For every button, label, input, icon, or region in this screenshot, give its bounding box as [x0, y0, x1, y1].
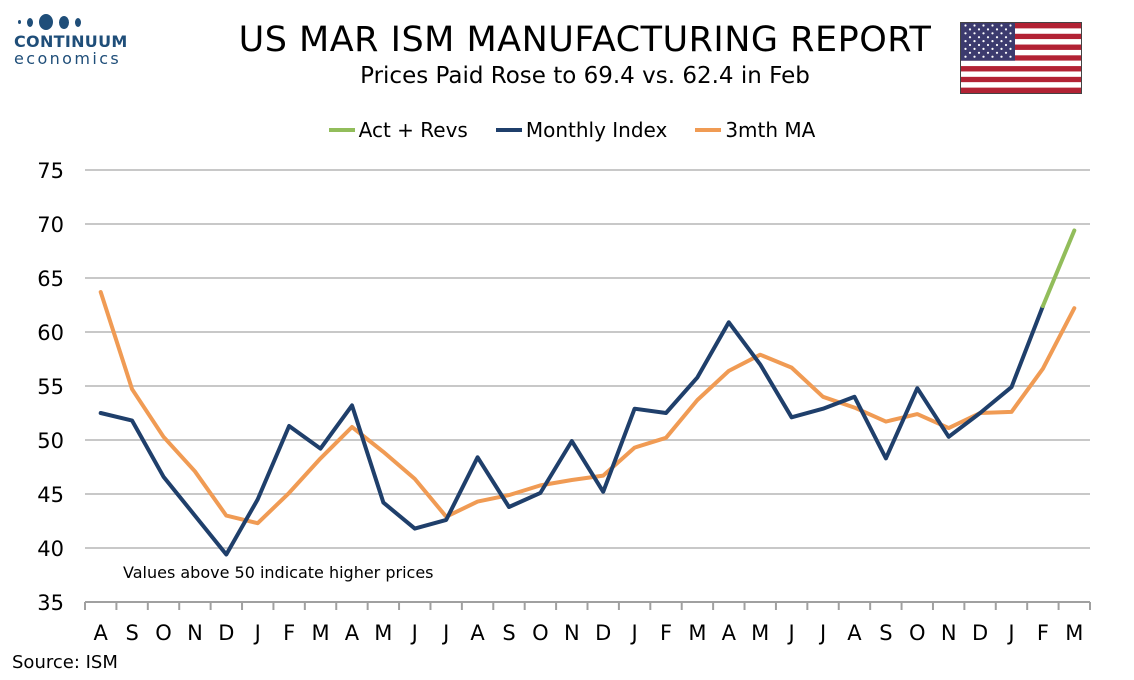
x-tick-label-31: M	[1065, 621, 1083, 645]
chart-title: US MAR ISM MANUFACTURING REPORT	[238, 20, 932, 60]
x-tick-label-13: S	[502, 621, 515, 645]
legend-swatch-monthly-index	[495, 128, 522, 132]
legend-label-act-revs: Act + Revs	[358, 118, 468, 142]
chart-legend: Act + Revs Monthly Index 3mth MA	[0, 118, 1134, 142]
chart-subtitle: Prices Paid Rose to 69.4 vs. 62.4 in Feb	[360, 63, 810, 89]
series-line-3mth-ma	[98, 290, 1077, 526]
x-tick-label-2: O	[155, 621, 172, 645]
x-tick-label-12: A	[470, 621, 485, 645]
x-tick-label-9: M	[374, 621, 392, 645]
x-tick-label-3: N	[187, 621, 203, 645]
y-tick-label-45: 45	[37, 483, 64, 507]
x-tick-label-5: J	[253, 621, 261, 645]
y-tick-label-50: 50	[37, 429, 64, 453]
x-tick-label-20: A	[722, 621, 737, 645]
y-tick-label-60: 60	[37, 321, 64, 345]
x-tick-label-18: F	[660, 621, 672, 645]
x-tick-label-11: J	[441, 621, 449, 645]
y-tick-label-55: 55	[37, 375, 64, 399]
legend-swatch-3mth-ma	[695, 128, 722, 132]
x-tick-label-4: D	[218, 621, 234, 645]
x-tick-label-15: N	[564, 621, 580, 645]
x-tick-label-16: D	[595, 621, 611, 645]
x-tick-label-23: J	[818, 621, 826, 645]
legend-item-3mth-ma: 3mth MA	[695, 118, 815, 142]
series-line-act-revs	[1040, 228, 1077, 309]
chart-annotation: Values above 50 indicate higher prices	[123, 563, 434, 582]
x-tick-label-25: S	[879, 621, 892, 645]
series-line-monthly-index	[98, 304, 1045, 557]
x-tick-label-21: M	[751, 621, 769, 645]
x-tick-label-14: O	[532, 621, 549, 645]
x-tick-label-22: J	[787, 621, 795, 645]
y-tick-label-35: 35	[37, 591, 64, 615]
y-tick-label-70: 70	[37, 213, 64, 237]
x-tick-label-29: J	[1006, 621, 1014, 645]
legend-item-monthly-index: Monthly Index	[495, 118, 668, 142]
x-tick-label-10: J	[410, 621, 418, 645]
x-tick-label-24: A	[847, 621, 862, 645]
x-tick-label-8: A	[345, 621, 360, 645]
logo-sub: economics	[14, 49, 122, 68]
logo-dots-icon	[18, 14, 134, 30]
legend-item-act-revs: Act + Revs	[328, 118, 468, 142]
legend-label-monthly-index: Monthly Index	[525, 118, 668, 142]
x-tick-label-17: J	[630, 621, 638, 645]
y-tick-label-75: 75	[37, 159, 64, 183]
x-tick-label-1: S	[125, 621, 138, 645]
x-tick-label-0: A	[94, 621, 109, 645]
legend-swatch-act-revs	[328, 128, 355, 132]
x-tick-label-30: F	[1037, 621, 1049, 645]
x-tick-label-6: F	[283, 621, 295, 645]
x-tick-label-26: O	[909, 621, 926, 645]
continuum-logo: CONTINUUM economics	[14, 14, 134, 68]
y-tick-label-40: 40	[37, 537, 64, 561]
legend-label-3mth-ma: 3mth MA	[725, 118, 816, 142]
us-flag-icon	[960, 22, 1082, 94]
logo-name: CONTINUUM	[14, 32, 128, 51]
x-tick-label-27: N	[941, 621, 957, 645]
y-tick-label-65: 65	[37, 267, 64, 291]
x-tick-label-19: M	[688, 621, 706, 645]
x-tick-label-28: D	[972, 621, 988, 645]
x-tick-label-7: M	[311, 621, 329, 645]
source-note: Source: ISM	[12, 652, 118, 673]
